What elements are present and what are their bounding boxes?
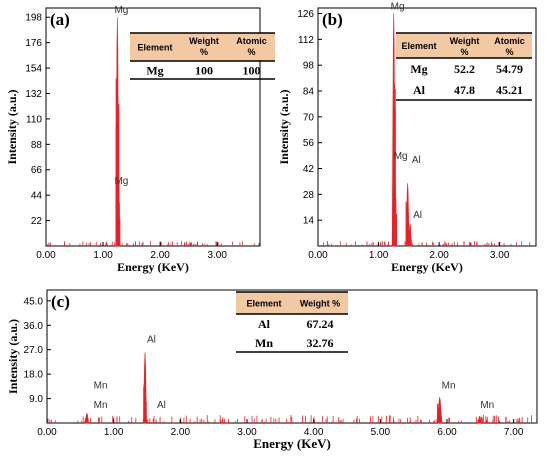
x-tick-label: 3.00 bbox=[237, 427, 257, 438]
x-tick-label: 4.00 bbox=[304, 427, 324, 438]
y-tick-label: 198 bbox=[25, 13, 42, 24]
y-axis-label: Intensity (a.u.) bbox=[6, 319, 20, 394]
peak-annotation: Mg bbox=[114, 176, 128, 187]
y-tick-label: 70 bbox=[303, 112, 315, 123]
peak-annotation: Mg bbox=[391, 2, 405, 13]
y-tick-label: 88 bbox=[31, 140, 43, 151]
y-tick-label: 56 bbox=[303, 138, 315, 149]
y-tick-label: 110 bbox=[26, 114, 42, 125]
x-tick-label: 6.00 bbox=[437, 427, 457, 438]
x-axis-label: Energy (KeV) bbox=[391, 260, 463, 274]
y-tick-label: 84 bbox=[303, 87, 315, 98]
x-axis-label: Energy (KeV) bbox=[253, 436, 331, 451]
x-tick-label: 1.00 bbox=[369, 250, 389, 261]
table-header-cell: Atomic% bbox=[494, 36, 525, 57]
table-header-cell: Weight% bbox=[189, 36, 219, 57]
table-cell: 32.76 bbox=[307, 336, 334, 350]
y-tick-label: 126 bbox=[297, 9, 314, 20]
peak-annotation: Mn bbox=[94, 400, 108, 411]
y-tick-label: 112 bbox=[298, 35, 314, 46]
y-tick-label: 44 bbox=[31, 191, 43, 202]
table-cell: Mg bbox=[146, 64, 163, 78]
x-tick-label: 2.00 bbox=[171, 427, 191, 438]
table-cell: Mn bbox=[255, 336, 273, 350]
y-tick-label: 176 bbox=[25, 38, 42, 49]
y-tick-label: 154 bbox=[25, 64, 42, 75]
table-cell: 67.24 bbox=[307, 317, 334, 331]
table-cell: 45.21 bbox=[496, 83, 523, 97]
y-axis-label: Intensity (a.u.) bbox=[5, 89, 19, 164]
table-cell: 100 bbox=[243, 64, 261, 78]
peak-annotation: Mg bbox=[394, 151, 408, 162]
table-header-cell: Element bbox=[137, 43, 172, 53]
y-tick-label: 28 bbox=[303, 190, 315, 201]
peak-annotation: Mn bbox=[480, 400, 494, 411]
table-cell: 100 bbox=[195, 64, 213, 78]
spectrum-panel-2: 9.0 18.0 27.0 36.0 45.0 0.00 1.00 2.00 3.00 4.00 5… bbox=[6, 289, 538, 451]
x-tick-label: 0.00 bbox=[37, 427, 57, 438]
x-tick-label: 2.00 bbox=[429, 250, 449, 261]
peak-annotation: Al bbox=[413, 210, 422, 221]
peak-annotation: Al bbox=[147, 334, 156, 345]
composition-table: Element Mg Al Weight % 52.2 47.8 Atomic % 54.79 45… bbox=[396, 32, 532, 101]
panel-label: (a) bbox=[50, 10, 70, 29]
table-header-cell: Weight % bbox=[300, 299, 340, 309]
composition-table: Element Mg Weight % 100 Atomic % 100 bbox=[130, 32, 275, 80]
table-header-cell: Atomic% bbox=[236, 36, 267, 57]
table-header-cell: Element bbox=[246, 299, 281, 309]
y-tick-label: 27.0 bbox=[24, 345, 44, 356]
table-cell: Al bbox=[413, 83, 426, 97]
x-tick-label: 7.00 bbox=[504, 427, 524, 438]
peak-annotation: Mn bbox=[442, 380, 456, 391]
peak-annotation: Al bbox=[412, 155, 421, 166]
table-cell: 52.2 bbox=[454, 62, 475, 76]
y-tick-label: 66 bbox=[31, 165, 43, 176]
y-axis-label: Intensity (a.u.) bbox=[277, 89, 291, 164]
table-header-cell: Weight% bbox=[450, 36, 480, 57]
x-tick-label: 5.00 bbox=[371, 427, 391, 438]
table-cell: 54.79 bbox=[496, 62, 523, 76]
table-cell: 47.8 bbox=[454, 83, 475, 97]
x-tick-label: 3.00 bbox=[207, 250, 227, 261]
x-tick-label: 2.00 bbox=[150, 250, 170, 261]
x-tick-label: 0.00 bbox=[36, 250, 56, 261]
x-tick-label: 1.00 bbox=[93, 250, 113, 261]
y-tick-label: 9.0 bbox=[29, 394, 43, 405]
y-tick-label: 36.0 bbox=[24, 321, 44, 332]
panel-label: (c) bbox=[51, 292, 70, 311]
table-header-background bbox=[396, 33, 532, 58]
y-tick-label: 132 bbox=[25, 89, 42, 100]
peak-annotation: Mn bbox=[94, 380, 108, 391]
spectrum-panel-0: 22 44 66 88 110 132 154 176 198 0.00 1.00 2.00 3.00 E… bbox=[5, 5, 275, 274]
peak-annotation: Al bbox=[157, 400, 166, 411]
composition-table: Element Al Mn Weight % 67.24 32.76 bbox=[236, 291, 348, 353]
y-tick-label: 98 bbox=[303, 61, 315, 72]
x-axis-label: Energy (KeV) bbox=[117, 260, 189, 274]
y-tick-label: 22 bbox=[31, 216, 43, 227]
panel-label: (b) bbox=[322, 10, 343, 29]
table-cell: Mg bbox=[410, 62, 427, 76]
table-header-cell: Element bbox=[401, 41, 436, 51]
y-tick-label: 42 bbox=[303, 164, 315, 175]
plot-frame bbox=[45, 7, 261, 247]
peak-annotation: Mg bbox=[114, 5, 128, 16]
spectrum-panel-1: 14 28 42 56 70 84 98 112 126 0.00 1.00 2.00 3.00 Ener… bbox=[277, 2, 537, 274]
x-tick-label: 0.00 bbox=[308, 250, 328, 261]
y-tick-label: 45.0 bbox=[24, 296, 44, 307]
table-cell: Al bbox=[258, 317, 271, 331]
y-tick-label: 18.0 bbox=[24, 370, 44, 381]
table-header-background bbox=[130, 33, 275, 61]
y-tick-label: 14 bbox=[303, 216, 315, 227]
table-header-background bbox=[236, 292, 348, 314]
x-tick-label: 1.00 bbox=[104, 427, 124, 438]
x-tick-label: 3.00 bbox=[490, 250, 510, 261]
